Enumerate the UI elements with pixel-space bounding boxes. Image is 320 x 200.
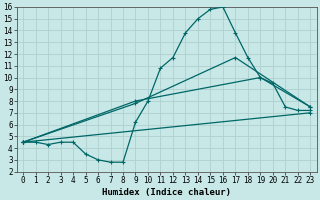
X-axis label: Humidex (Indice chaleur): Humidex (Indice chaleur) [102,188,231,197]
